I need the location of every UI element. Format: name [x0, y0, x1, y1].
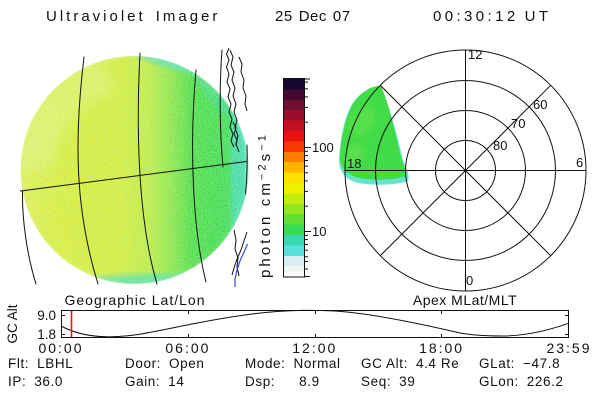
svg-text:1.8: 1.8 [37, 327, 56, 342]
svg-text:GC Alt: GC Alt [5, 304, 20, 343]
svg-text:GC Alt:4.4 Re: GC Alt: 4.4 Re [361, 356, 459, 371]
svg-text:0: 0 [466, 273, 473, 288]
svg-text:Door:Open: Door: Open [125, 356, 204, 371]
svg-text:Apex MLat/MLT: Apex MLat/MLT [413, 292, 517, 308]
svg-text:12:00: 12:00 [292, 340, 337, 356]
svg-text:18:00: 18:00 [419, 340, 464, 356]
svg-text:9.0: 9.0 [37, 308, 56, 323]
svg-text:10: 10 [312, 224, 326, 239]
svg-text:18: 18 [347, 156, 361, 171]
svg-text:Mode:Normal: Mode: Normal [245, 356, 341, 371]
svg-text:00:00: 00:00 [38, 340, 83, 356]
svg-text:GLat:−47.8: GLat: −47.8 [479, 356, 560, 371]
svg-text:23:59: 23:59 [546, 340, 591, 356]
svg-text:IP:36.0: IP: 36.0 [8, 374, 63, 389]
svg-text:photon cm−2s−1: photon cm−2s−1 [257, 132, 275, 278]
svg-text:Seq:39: Seq: 39 [361, 374, 415, 389]
svg-text:Dsp:8.9: Dsp: 8.9 [245, 374, 320, 389]
svg-text:GLon:226.2: GLon: 226.2 [479, 374, 564, 389]
svg-text:12: 12 [468, 47, 482, 62]
svg-text:60: 60 [533, 97, 547, 112]
svg-text:Geographic Lat/Lon: Geographic Lat/Lon [65, 292, 206, 308]
svg-text:70: 70 [511, 116, 525, 131]
svg-text:6: 6 [576, 155, 583, 170]
svg-text:Flt:LBHL: Flt: LBHL [8, 356, 73, 371]
svg-text:Gain:14: Gain: 14 [125, 374, 185, 389]
svg-text:100: 100 [312, 140, 334, 155]
svg-text:06:00: 06:00 [165, 340, 210, 356]
svg-text:80: 80 [493, 138, 507, 153]
